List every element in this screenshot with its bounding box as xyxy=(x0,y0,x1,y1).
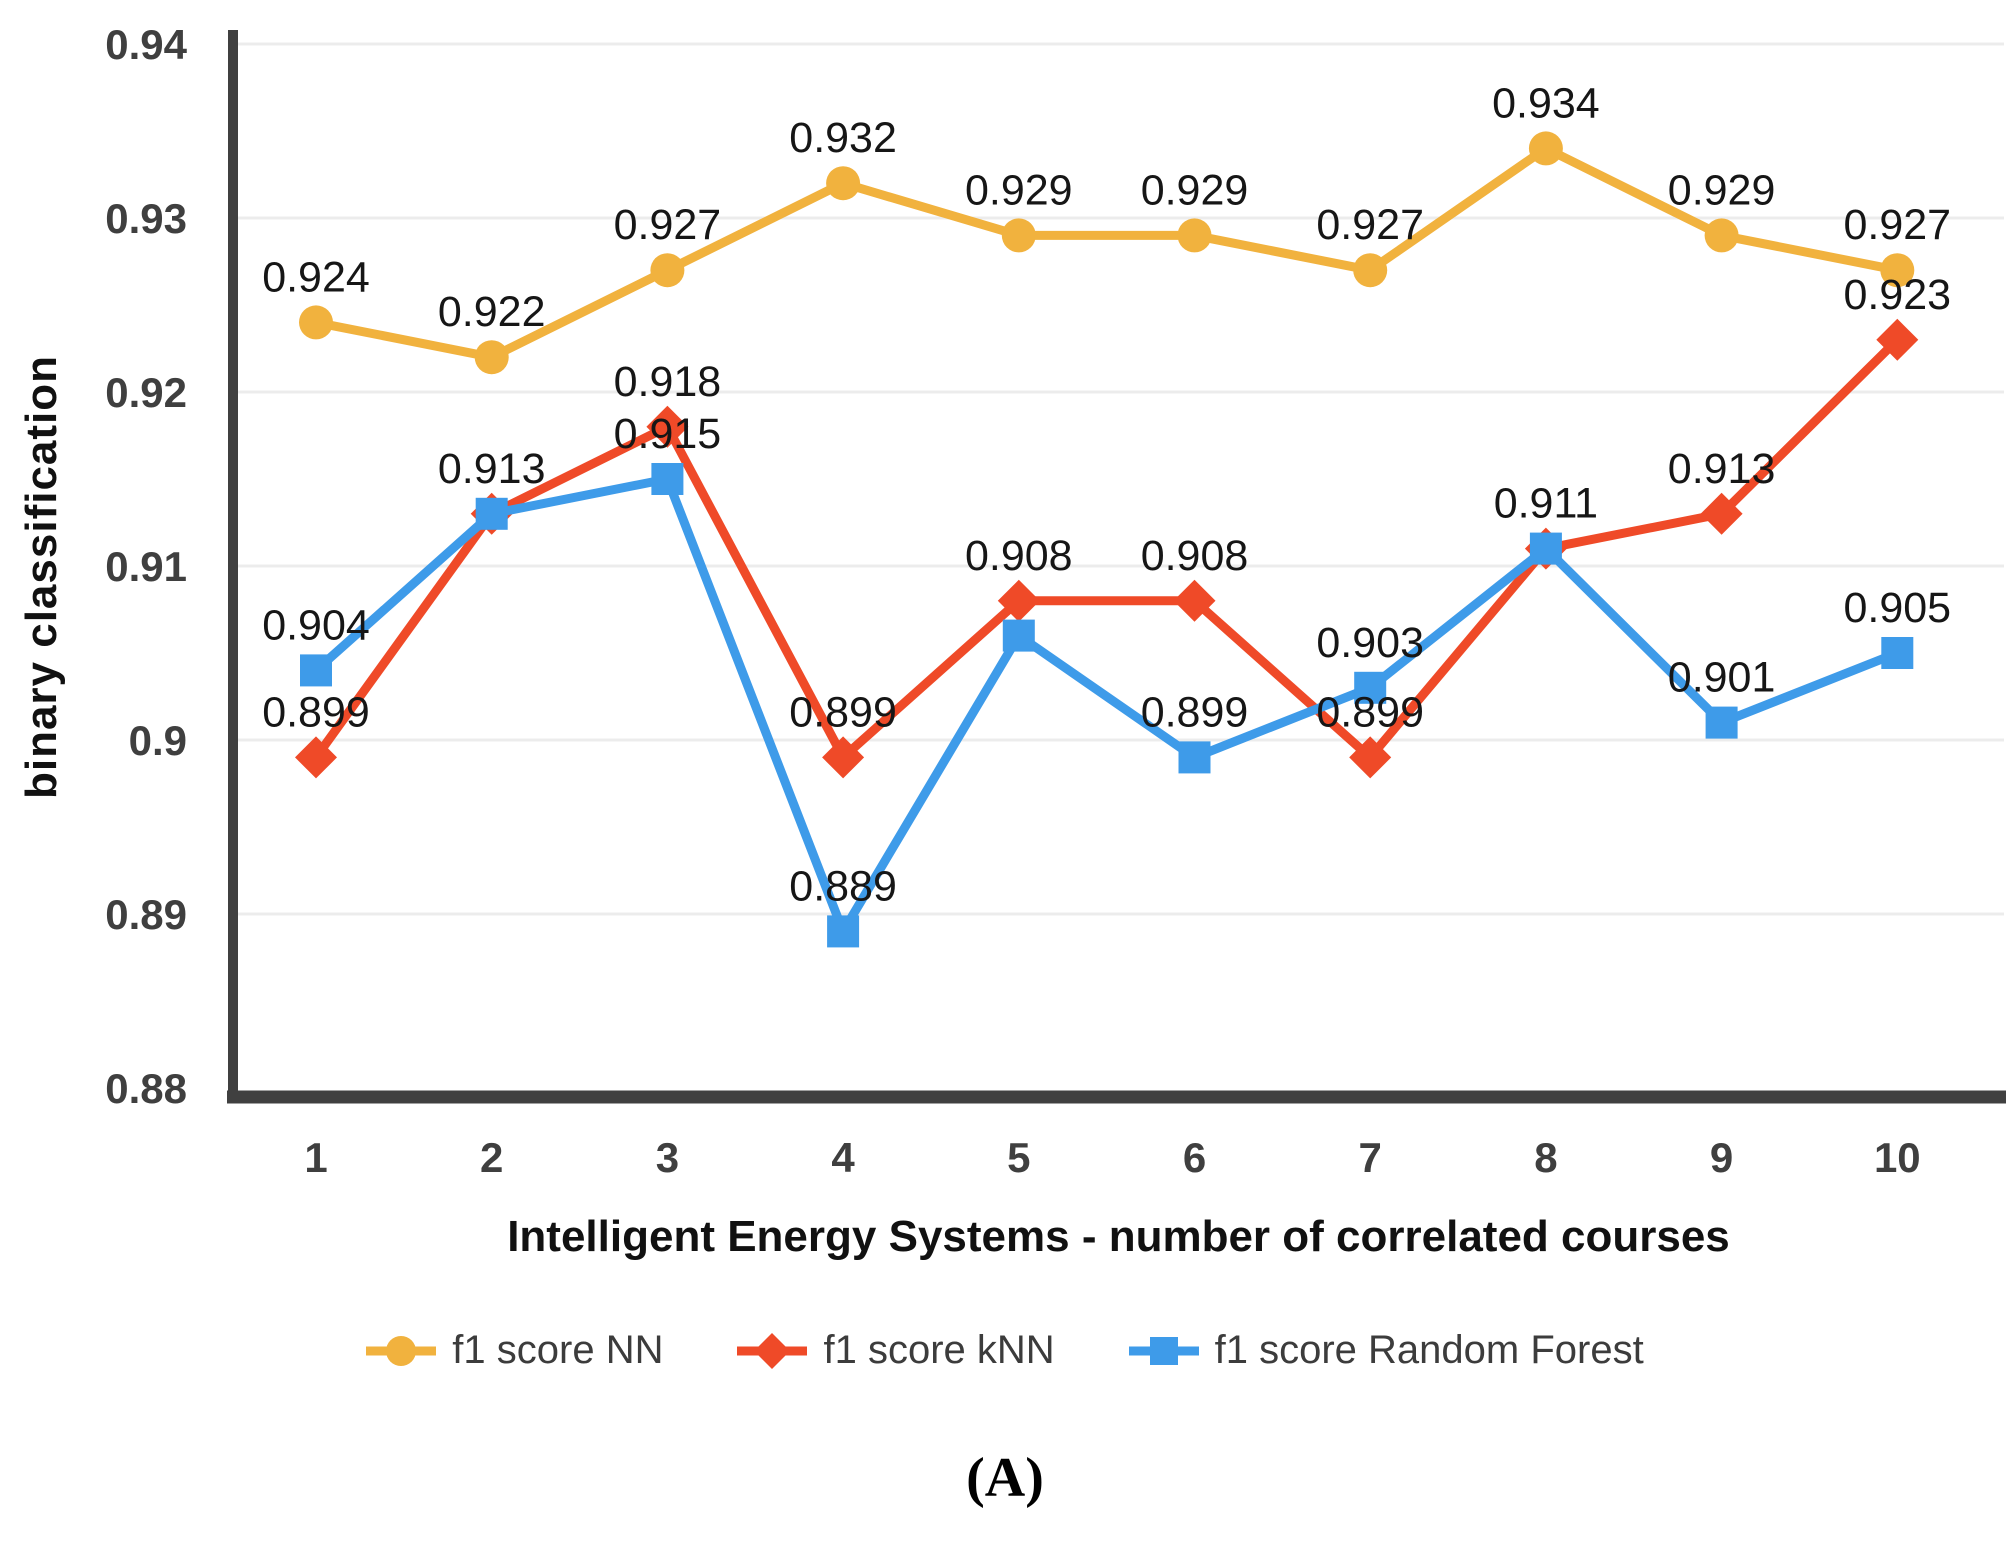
point-label: 0.927 xyxy=(1843,201,1951,249)
point-label: 0.913 xyxy=(1668,445,1776,493)
legend-item-label: f1 score kNN xyxy=(823,1328,1055,1372)
point-marker xyxy=(299,305,333,340)
point-label: 0.899 xyxy=(1316,688,1424,736)
point-marker xyxy=(1353,253,1388,288)
point-marker xyxy=(295,736,337,779)
point-marker xyxy=(650,253,685,288)
point-label: 0.927 xyxy=(1316,201,1424,249)
x-tick-label: 9 xyxy=(1710,1134,1733,1181)
series-line-f1-score-random-forest xyxy=(311,474,1902,936)
point-label: 0.934 xyxy=(1492,79,1600,127)
y-tick-label: 0.89 xyxy=(105,891,187,938)
y-tick-label: 0.92 xyxy=(105,369,187,416)
y-tick-label: 0.91 xyxy=(105,543,187,590)
x-tick-label: 8 xyxy=(1534,1134,1557,1181)
legend-item-label: f1 score NN xyxy=(452,1328,664,1372)
point-marker xyxy=(1002,619,1035,652)
point-label: 0.903 xyxy=(1316,619,1424,667)
x-tick-label: 1 xyxy=(304,1134,327,1181)
point-label: 0.908 xyxy=(1141,532,1249,580)
y-tick-label: 0.9 xyxy=(129,717,187,764)
point-marker xyxy=(1704,218,1739,253)
point-label: 0.929 xyxy=(965,166,1073,214)
point-marker xyxy=(1705,706,1738,739)
point-marker xyxy=(822,736,865,779)
legend-item: f1 score NN xyxy=(366,1328,663,1373)
point-marker xyxy=(1700,492,1743,535)
point-label: 0.899 xyxy=(262,688,370,736)
x-tick-label: 3 xyxy=(656,1134,679,1181)
x-tick-label: 7 xyxy=(1359,1134,1382,1181)
point-label: 0.924 xyxy=(262,253,370,301)
point-marker xyxy=(1354,671,1387,704)
point-label: 0.929 xyxy=(1668,166,1776,214)
point-label: 0.901 xyxy=(1668,654,1776,702)
point-label: 0.904 xyxy=(262,601,370,649)
y-tick-label: 0.93 xyxy=(105,195,187,242)
square-legend-marker-icon xyxy=(1128,1336,1199,1365)
y-tick-label: 0.88 xyxy=(105,1065,187,1112)
legend-item-label: f1 score Random Forest xyxy=(1214,1328,1644,1372)
point-marker xyxy=(475,497,508,530)
x-tick-label: 10 xyxy=(1874,1134,1921,1181)
point-label: 0.889 xyxy=(789,862,897,910)
point-marker xyxy=(1880,253,1915,288)
point-label: 0.913 xyxy=(438,445,546,493)
point-marker xyxy=(827,915,860,948)
point-marker xyxy=(1001,218,1036,253)
point-label: 0.922 xyxy=(438,288,546,336)
point-marker xyxy=(646,405,689,448)
point-marker xyxy=(1177,218,1212,253)
point-label: 0.929 xyxy=(1141,166,1249,214)
point-marker xyxy=(826,166,861,201)
point-marker xyxy=(1173,579,1216,622)
series-line-f1-score-nn xyxy=(311,143,1902,362)
x-tick-label: 5 xyxy=(1007,1134,1030,1181)
diamond-legend-marker-icon xyxy=(737,1332,808,1369)
point-marker xyxy=(474,340,509,375)
point-marker xyxy=(1876,318,1919,361)
point-label: 0.905 xyxy=(1843,584,1951,632)
x-axis-title: Intelligent Energy Systems - number of c… xyxy=(507,1212,1730,1261)
point-marker xyxy=(1881,637,1914,669)
point-marker xyxy=(1349,736,1392,779)
point-marker xyxy=(1178,741,1211,774)
point-label: 0.927 xyxy=(614,201,722,249)
point-marker xyxy=(1529,532,1562,565)
chart-legend: f1 score NN f1 score kNN f1 score Random F… xyxy=(0,1328,2010,1373)
legend-item: f1 score kNN xyxy=(737,1328,1055,1373)
y-tick-label: 0.94 xyxy=(105,21,187,68)
x-tick-label: 6 xyxy=(1183,1134,1206,1181)
circle-legend-marker-icon xyxy=(366,1335,437,1366)
point-label: 0.923 xyxy=(1843,271,1951,319)
point-marker xyxy=(300,654,332,687)
point-marker xyxy=(997,579,1040,622)
point-label: 0.908 xyxy=(965,532,1073,580)
point-label: 0.932 xyxy=(789,114,897,162)
point-label: 0.899 xyxy=(1141,688,1249,736)
point-label: 0.911 xyxy=(1494,480,1598,528)
x-tick-label: 4 xyxy=(831,1134,855,1181)
series-line-f1-score-knn xyxy=(311,335,1902,762)
legend-item: f1 score Random Forest xyxy=(1128,1328,1644,1373)
point-marker xyxy=(651,463,684,495)
point-label: 0.915 xyxy=(614,410,722,458)
point-label: 0.899 xyxy=(789,688,897,736)
x-tick-label: 2 xyxy=(480,1134,503,1181)
point-marker xyxy=(1528,131,1563,166)
y-axis-title: binary classification xyxy=(17,354,66,800)
point-label: 0.918 xyxy=(614,358,722,406)
panel-caption: (A) xyxy=(966,1447,1044,1509)
